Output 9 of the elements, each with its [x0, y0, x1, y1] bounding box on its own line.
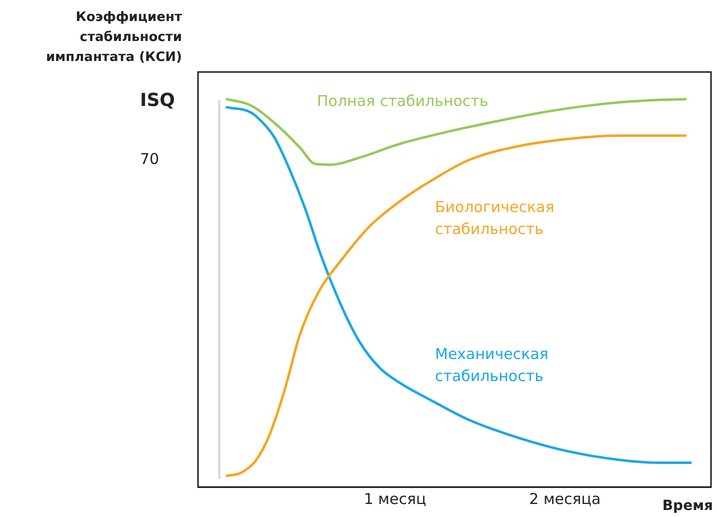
x-axis-title: Время	[662, 498, 713, 514]
series-label: Полная стабильность	[317, 92, 488, 110]
x-tick-label: 2 месяца	[529, 490, 601, 508]
text: ISQ	[140, 90, 175, 111]
y-axis-title: Коэффициент стабильности имплантата (КСИ)	[44, 9, 182, 67]
series-label: Биологическая стабильность	[435, 198, 554, 238]
text: 70	[140, 150, 160, 168]
series-label: Механическая стабильность	[435, 344, 548, 385]
x-tick-label: 1 месяц	[364, 490, 426, 508]
